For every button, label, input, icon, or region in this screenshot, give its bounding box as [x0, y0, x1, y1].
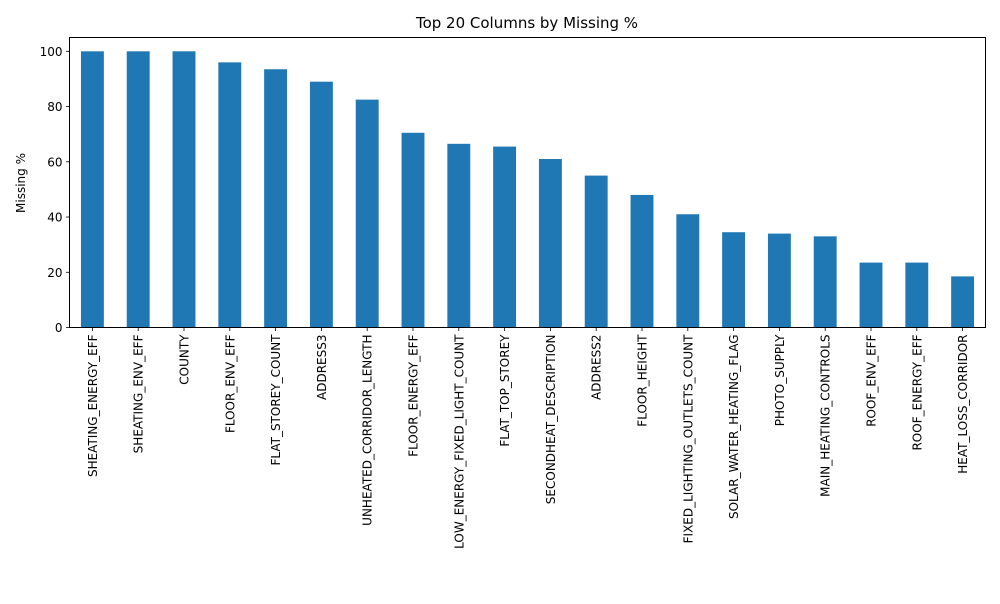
- x-tick-label: ADDRESS2: [590, 335, 604, 400]
- y-ticks-layer: 0 20 40 60 80 100: [40, 45, 70, 335]
- y-tick-label: 0: [55, 321, 63, 335]
- bar-secondheat-description: [538, 159, 562, 328]
- bar-floor-height: [630, 194, 654, 328]
- bar-solar-water-heating-flag: [722, 232, 746, 328]
- x-tick-label: UNHEATED_CORRIDOR_LENGTH: [361, 335, 375, 526]
- bar-county: [172, 51, 196, 328]
- bar-sheating-env-eff: [126, 51, 150, 328]
- bar-floor-energy-eff: [401, 132, 425, 328]
- x-tick-label: FLAT_STOREY_COUNT: [269, 334, 283, 466]
- bar-flat-storey-count: [264, 69, 288, 328]
- x-tick-label: SHEATING_ENV_EFF: [132, 334, 146, 453]
- x-tick-label: FLAT_TOP_STOREY: [498, 334, 512, 447]
- bar-roof-energy-eff: [905, 262, 929, 328]
- bar-roof-env-eff: [859, 262, 883, 328]
- bar-address3: [309, 81, 333, 328]
- x-tick-label: FLOOR_ENERGY_EFF: [407, 334, 421, 456]
- chart-title: Top 20 Columns by Missing %: [415, 14, 638, 32]
- bar-sheating-energy-eff: [80, 51, 104, 328]
- x-tick-label: SOLAR_WATER_HEATING_FLAG: [727, 335, 741, 520]
- x-tick-label: LOW_ENERGY_FIXED_LIGHT_COUNT: [452, 334, 466, 549]
- x-tick-label: ROOF_ENERGY_EFF: [910, 334, 924, 450]
- x-tick-label: PHOTO_SUPPLY: [773, 334, 787, 426]
- bar-photo-supply: [767, 233, 791, 328]
- x-tick-label: SHEATING_ENERGY_EFF: [86, 334, 100, 477]
- y-axis-label: Missing %: [14, 153, 28, 213]
- x-ticks-layer: SHEATING_ENERGY_EFF SHEATING_ENV_EFF COUNT…: [86, 327, 970, 549]
- bar-fixed-lighting-outlets-count: [676, 214, 700, 328]
- bar-heat-loss-corridor: [951, 276, 975, 328]
- x-tick-label: FLOOR_ENV_EFF: [223, 334, 237, 433]
- bar-main-heating-controls: [813, 236, 837, 328]
- x-tick-label: SECONDHEAT_DESCRIPTION: [544, 335, 558, 505]
- x-tick-label: ROOF_ENV_EFF: [865, 334, 879, 426]
- x-tick-label: FIXED_LIGHTING_OUTLETS_COUNT: [681, 334, 695, 544]
- x-tick-label: HEAT_LOSS_CORRIDOR: [956, 335, 970, 474]
- y-tick-label: 100: [40, 45, 63, 59]
- bar-low-energy-fixed-light-count: [447, 143, 471, 328]
- plot-frame: [69, 37, 986, 328]
- bar-address2: [584, 175, 608, 328]
- x-tick-label: MAIN_HEATING_CONTROLS: [819, 335, 833, 497]
- x-tick-label: ADDRESS3: [315, 335, 329, 400]
- x-tick-label: COUNTY: [178, 334, 192, 385]
- y-tick-label: 60: [47, 155, 62, 169]
- x-tick-label: FLOOR_HEIGHT: [636, 334, 650, 427]
- bar-floor-env-eff: [218, 62, 242, 328]
- bar-unheated-corridor-length: [355, 99, 379, 328]
- bar-flat-top-storey: [493, 146, 517, 328]
- bars-layer: [80, 51, 975, 328]
- y-tick-label: 80: [47, 100, 62, 114]
- y-tick-label: 40: [47, 211, 62, 225]
- y-tick-label: 20: [47, 266, 62, 280]
